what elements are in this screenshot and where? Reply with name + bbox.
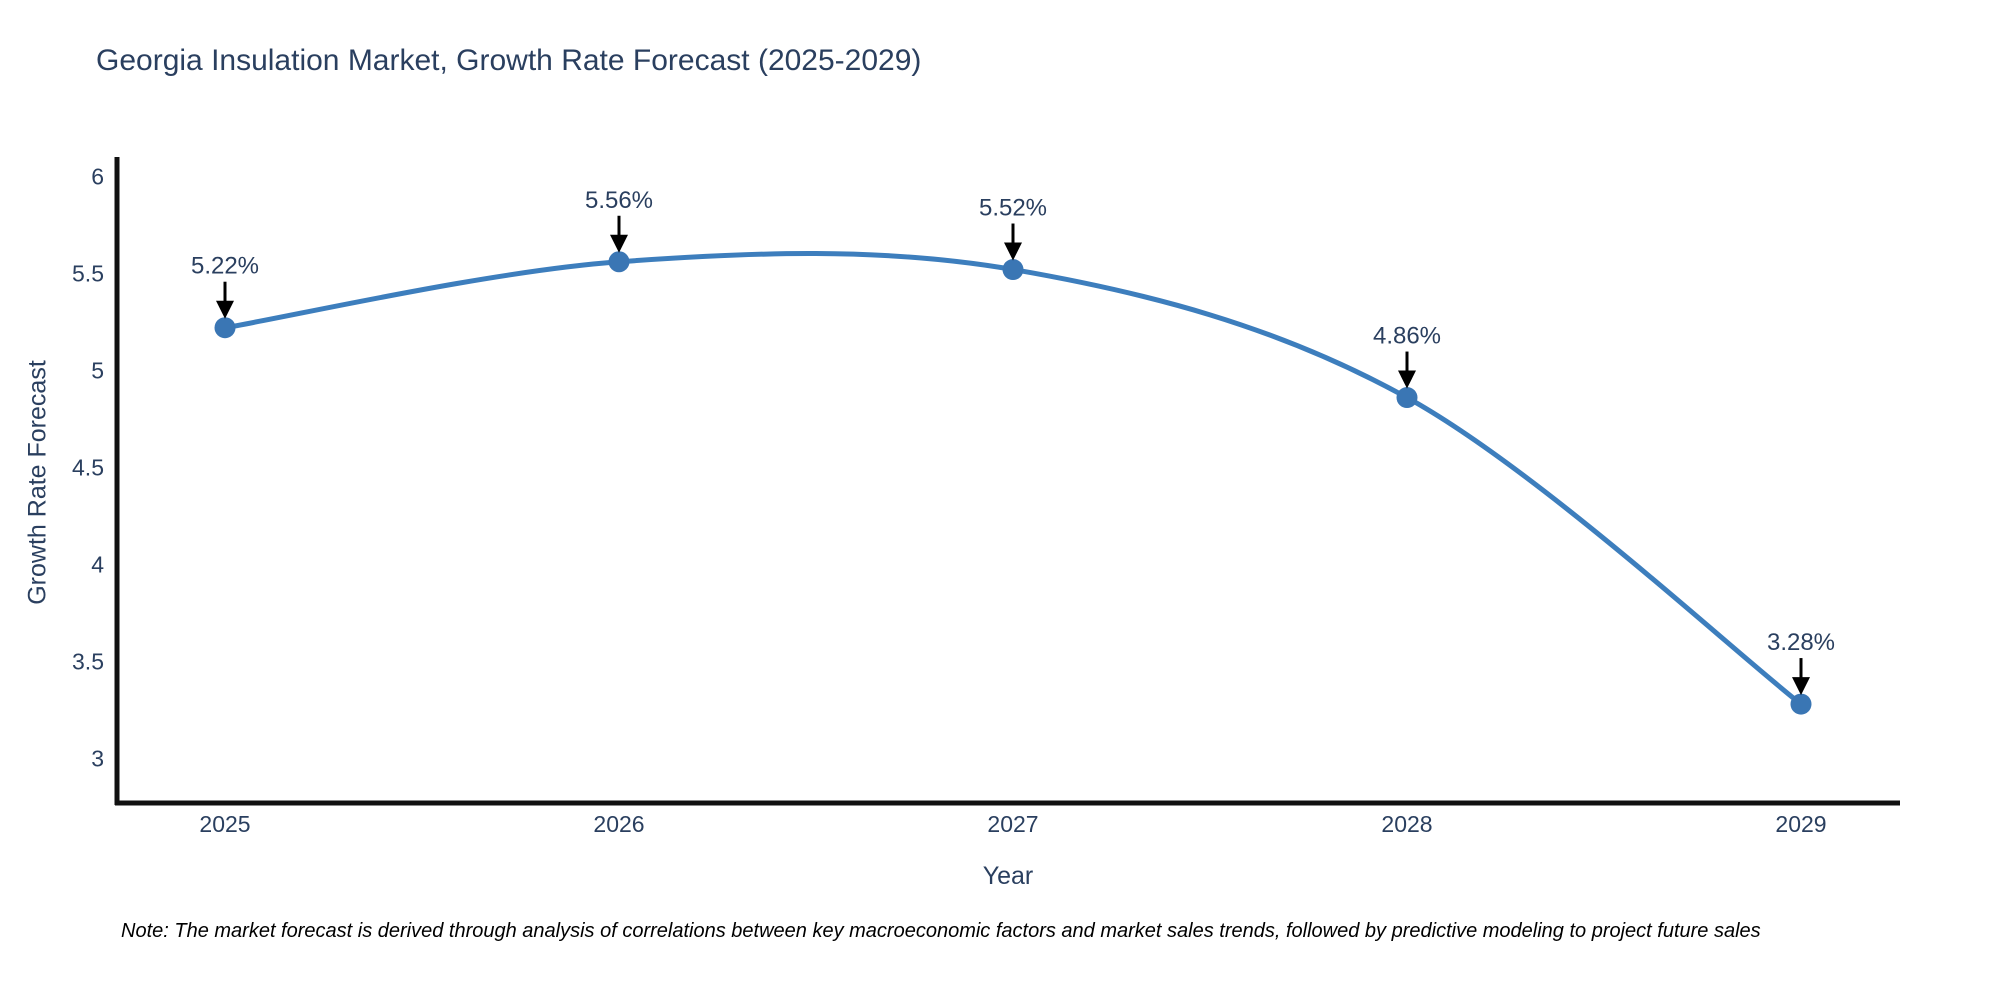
annotation-arrowhead — [610, 234, 628, 253]
y-tick-label: 4 — [91, 551, 104, 577]
data-point-label: 3.28% — [1767, 629, 1835, 656]
data-point-marker[interactable] — [608, 251, 630, 273]
chart-title: Georgia Insulation Market, Growth Rate F… — [96, 44, 922, 77]
data-point-marker[interactable] — [1002, 259, 1024, 281]
x-tick-label: 2028 — [1381, 811, 1432, 837]
y-tick-label: 6 — [91, 163, 104, 189]
annotation-arrowhead — [1398, 370, 1416, 389]
data-point-label: 5.22% — [191, 253, 259, 280]
chart-footnote: Note: The market forecast is derived thr… — [121, 920, 1761, 942]
annotation-arrowhead — [1792, 677, 1810, 696]
data-point-marker[interactable] — [1396, 387, 1418, 409]
annotation-arrowhead — [216, 300, 234, 319]
y-tick-label: 4.5 — [72, 454, 104, 480]
y-tick-label: 3.5 — [72, 648, 104, 674]
x-tick-label: 2029 — [1775, 811, 1826, 837]
data-point-label: 5.56% — [585, 187, 653, 214]
y-tick-label: 3 — [91, 745, 104, 771]
data-point-marker[interactable] — [1790, 693, 1812, 715]
y-axis-title: Growth Rate Forecast — [23, 360, 52, 605]
annotation-arrowhead — [1004, 242, 1022, 261]
forecast-line[interactable] — [222, 251, 1804, 707]
data-point-label: 4.86% — [1373, 323, 1441, 350]
x-axis-title: Year — [982, 862, 1034, 890]
x-tick-label: 2026 — [593, 811, 644, 837]
y-tick-label: 5 — [91, 357, 104, 383]
x-tick-label: 2027 — [987, 811, 1038, 837]
data-point-marker[interactable] — [214, 317, 236, 339]
x-tick-label: 2025 — [199, 811, 250, 837]
data-point-label: 5.52% — [979, 195, 1047, 222]
y-tick-label: 5.5 — [72, 260, 104, 286]
